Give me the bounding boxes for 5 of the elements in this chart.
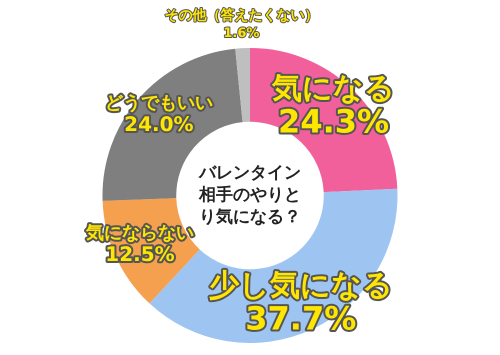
slice-label: どうでもいい — [104, 92, 213, 114]
slice-label: その他（答えたくない） — [164, 7, 318, 24]
text: バレンタイン相手のやりとり気になる？ — [198, 162, 301, 227]
data-label: 1.6% — [223, 26, 260, 42]
data-label: 24.0% — [124, 112, 194, 136]
